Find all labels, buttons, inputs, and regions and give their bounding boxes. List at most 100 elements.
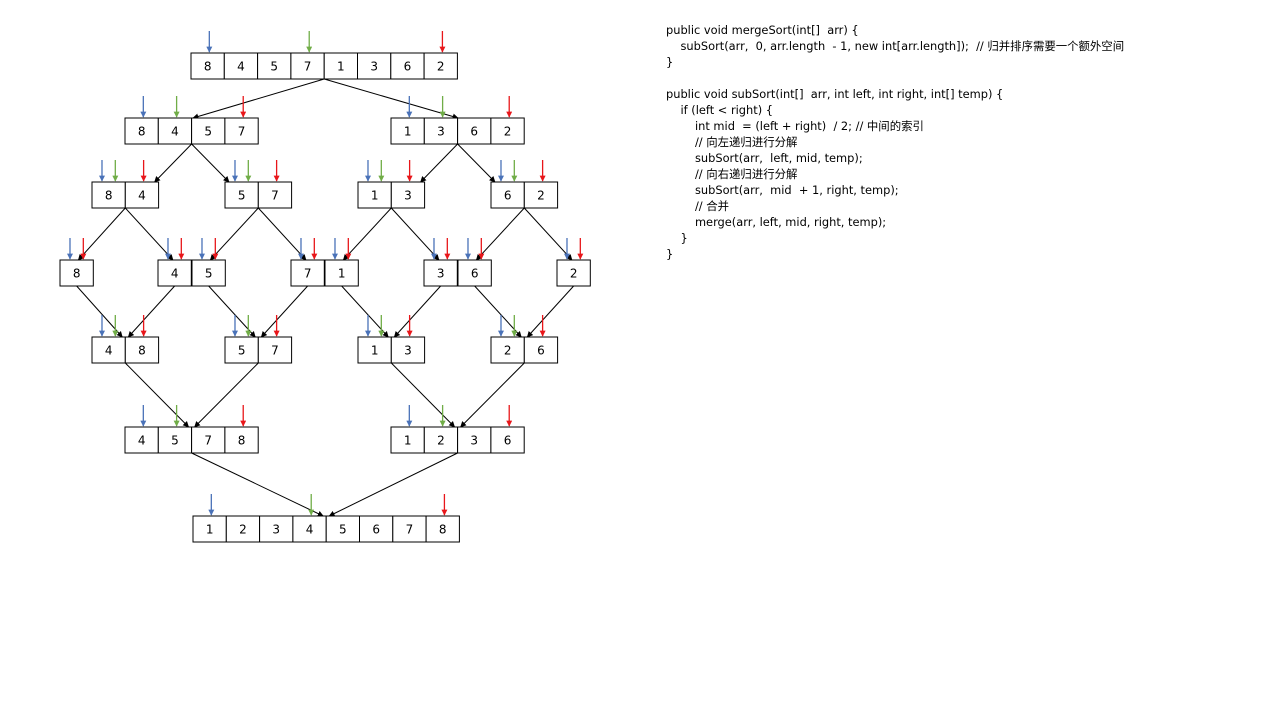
tree-edge xyxy=(342,207,392,261)
array-cell-value: 6 xyxy=(404,60,412,74)
array-cell-value: 6 xyxy=(504,189,512,203)
array-cell-value: 3 xyxy=(370,60,378,74)
code-line: int mid = (left + right) / 2; // 中间的索引 xyxy=(666,119,924,133)
array-cell-value: 5 xyxy=(205,267,213,281)
array-cell xyxy=(290,52,325,80)
array-box: 1 2 3 6 xyxy=(390,405,525,454)
tree-edge xyxy=(257,207,307,261)
tree-edge xyxy=(526,285,575,338)
array-cell-value: 3 xyxy=(470,434,478,448)
edge-group xyxy=(76,78,575,517)
array-cell-value: 7 xyxy=(238,125,246,139)
array-cell xyxy=(357,181,392,209)
tree-edge xyxy=(390,362,456,428)
array-cell-value: 8 xyxy=(73,267,81,281)
array-cell-value: 2 xyxy=(537,189,545,203)
array-box: 1 3 6 2 xyxy=(390,96,525,145)
array-cell-value: 3 xyxy=(437,267,445,281)
array-cell xyxy=(157,259,192,287)
code-line: if (left < right) { xyxy=(666,103,774,117)
tree-edge xyxy=(208,285,256,338)
code-block: public void mergeSort(int[] arr) { subSo… xyxy=(666,22,1124,262)
array-cell xyxy=(124,117,159,145)
array-cell-value: 5 xyxy=(204,125,212,139)
array-cell-value: 8 xyxy=(138,344,146,358)
array-cell xyxy=(390,181,426,209)
code-line: subSort(arr, left, mid, temp); xyxy=(666,151,863,165)
array-cell-value: 4 xyxy=(237,60,245,74)
code-line: } xyxy=(666,55,674,69)
array-cell-value: 4 xyxy=(306,523,314,537)
array-cell xyxy=(423,117,459,145)
array-cell-value: 7 xyxy=(304,60,312,74)
array-box: 2 xyxy=(556,238,591,287)
array-cell xyxy=(390,117,425,145)
array-cell xyxy=(59,259,94,287)
array-cell-value: 6 xyxy=(471,267,479,281)
array-cell-value: 2 xyxy=(437,434,445,448)
array-box: 6 xyxy=(457,238,492,287)
tree-edge xyxy=(124,362,190,428)
array-cell xyxy=(259,515,294,543)
array-cell xyxy=(224,117,259,145)
tree-edge xyxy=(420,143,458,183)
array-cell-value: 3 xyxy=(437,125,445,139)
code-line: merge(arr, left, mid, right, temp); xyxy=(666,215,887,229)
array-cell-value: 1 xyxy=(404,125,412,139)
array-cell xyxy=(359,515,394,543)
array-cell-value: 6 xyxy=(504,434,512,448)
array-cell xyxy=(290,259,325,287)
array-cell xyxy=(423,426,459,454)
array-cell-value: 4 xyxy=(138,434,146,448)
tree-edge xyxy=(77,207,126,261)
array-cell xyxy=(490,181,525,209)
array-cell xyxy=(523,181,559,209)
array-cell-value: 6 xyxy=(470,125,478,139)
array-cell-value: 4 xyxy=(171,267,179,281)
array-box: 7 xyxy=(290,238,325,287)
array-cell xyxy=(190,52,225,80)
array-cell xyxy=(224,336,259,364)
array-cell-value: 6 xyxy=(372,523,380,537)
array-cell-value: 7 xyxy=(204,434,212,448)
array-cell-value: 8 xyxy=(238,434,246,448)
array-cell-value: 2 xyxy=(570,267,578,281)
array-cell xyxy=(390,336,426,364)
tree-edge xyxy=(209,207,259,261)
code-line: } xyxy=(666,247,674,261)
array-cell xyxy=(124,181,160,209)
array-cell-value: 5 xyxy=(339,523,347,537)
array-cell xyxy=(323,52,359,80)
array-box: 1 xyxy=(324,238,359,287)
array-box: 4 xyxy=(157,238,192,287)
array-cell-value: 1 xyxy=(338,267,346,281)
array-cell-value: 2 xyxy=(504,344,512,358)
array-cell xyxy=(223,52,259,80)
array-cell xyxy=(324,259,359,287)
array-cell-value: 1 xyxy=(371,189,379,203)
array-cell-value: 6 xyxy=(537,344,545,358)
array-cell-value: 1 xyxy=(206,523,214,537)
tree-edge xyxy=(127,285,176,338)
tree-edge xyxy=(192,78,325,120)
array-cell-value: 5 xyxy=(238,344,246,358)
code-line: // 向左递归进行分解 xyxy=(666,135,798,149)
array-cell xyxy=(192,515,227,543)
array-cell-value: 3 xyxy=(272,523,280,537)
code-line: } xyxy=(666,231,688,245)
array-cell-value: 7 xyxy=(271,189,279,203)
array-cell xyxy=(257,336,293,364)
merge-sort-diagram: 8 4 5 7 1 3 6 28 4 5 7 1 3 6 28 4 5 7 1 3 6 28 4 5 7 1 3 6 24 8 5 7 1 3 2 6… xyxy=(59,31,591,543)
array-cell xyxy=(257,181,293,209)
array-cell xyxy=(392,515,427,543)
array-cell-value: 5 xyxy=(171,434,179,448)
array-cell-value: 8 xyxy=(138,125,146,139)
tree-edge xyxy=(194,362,259,428)
array-cell-value: 2 xyxy=(504,125,512,139)
tree-edge xyxy=(260,285,309,338)
